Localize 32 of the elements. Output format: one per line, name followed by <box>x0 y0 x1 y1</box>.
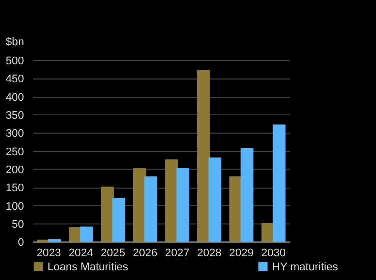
bar <box>272 124 286 242</box>
x-tick-label: 2027 <box>165 247 190 260</box>
y-tick-label: 450 <box>6 74 24 86</box>
x-tick-label: 2028 <box>197 247 222 260</box>
y-tick-label: 150 <box>6 182 24 195</box>
bar <box>198 70 210 242</box>
bar <box>240 148 254 242</box>
y-tick-label: 400 <box>6 92 24 104</box>
y-tick-label: 300 <box>6 128 24 140</box>
y-tick-label: 0 <box>18 237 24 250</box>
bar <box>48 240 62 242</box>
x-tick-label: 2029 <box>229 247 254 260</box>
bar <box>144 176 158 242</box>
y-tick-label: 500 <box>6 56 24 68</box>
legend-label: HY maturities <box>272 261 339 274</box>
bar <box>80 226 94 242</box>
y-tick-label: 250 <box>6 146 24 158</box>
legend-label: Loans Maturities <box>48 261 129 274</box>
x-tick-label: 2023 <box>36 247 62 260</box>
bar <box>208 158 222 242</box>
bar <box>101 186 114 242</box>
y-tick-label: 100 <box>6 200 24 213</box>
x-tick-label: 2025 <box>101 247 126 260</box>
x-tick-label: 2024 <box>68 247 94 260</box>
bar <box>112 198 126 242</box>
y-tick-label: 50 <box>12 219 24 232</box>
y-axis-title: $bn <box>6 36 24 48</box>
x-tick-label: 2026 <box>133 247 158 260</box>
y-tick-label: 200 <box>6 164 24 177</box>
bar <box>176 168 190 242</box>
y-tick-label: 350 <box>6 110 24 122</box>
x-tick-label: 2030 <box>262 247 286 260</box>
